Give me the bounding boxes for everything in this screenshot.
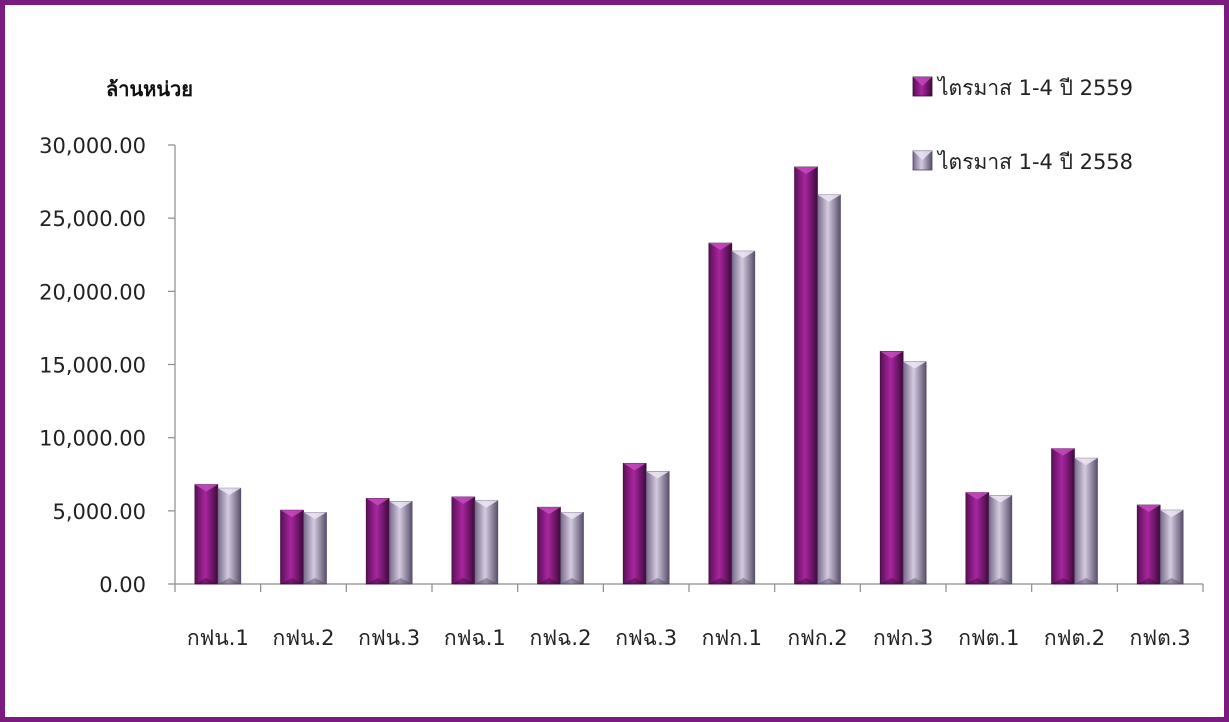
series-2559-bar: [622, 462, 647, 585]
series-2559-bar: [194, 484, 219, 585]
series-2558-bar: [217, 487, 242, 585]
legend-label: ไตรมาส 1-4 ปี 2558: [936, 150, 1133, 174]
series-2558-bar: [560, 511, 584, 585]
labels: 0.00 5,000.00 10,000.00 15,000.00 20,000.00 2…: [39, 77, 1191, 650]
y-tick-label: 0.00: [99, 573, 146, 597]
x-tick-label: กฟต.2: [1044, 626, 1105, 650]
legend-label: ไตรมาส 1-4 ปี 2559: [936, 76, 1133, 100]
series-2558-bar: [1159, 509, 1184, 585]
series-2559-bar: [794, 166, 818, 585]
x-tick-label: กฟต.3: [1130, 626, 1191, 650]
series-2558-bar: [817, 194, 841, 585]
y-tick-label: 5,000.00: [52, 500, 146, 524]
y-axis-title: ล้านหน่วย: [106, 77, 193, 101]
y-tick-label: 10,000.00: [39, 427, 146, 451]
series-2559-bar: [1136, 504, 1161, 585]
series-2558-bar: [731, 250, 756, 585]
x-tick-label: กฟน.1: [187, 626, 249, 650]
series-2558-bar: [474, 500, 499, 585]
x-tick-label: กฟน.2: [273, 626, 335, 650]
series-2558-bar: [1074, 457, 1098, 585]
series-2559-bar: [365, 498, 390, 585]
series-2558-bar: [902, 361, 927, 585]
x-tick-label: กฟน.3: [358, 626, 420, 650]
series-2559-bar: [879, 351, 904, 585]
y-tick-label: 20,000.00: [39, 280, 146, 304]
series-2559-bar: [965, 492, 990, 585]
series-2559-bar: [451, 496, 476, 585]
series-2559-bar: [537, 506, 561, 585]
legend-entry: ไตรมาส 1-4 ปี 2558: [912, 150, 1133, 174]
series-2559-bar: [1051, 448, 1075, 585]
x-tick-label: กฟฉ.1: [444, 626, 506, 650]
series-2558-bar: [645, 471, 670, 585]
axes: [168, 144, 1204, 592]
x-tick-label: กฟก.2: [787, 626, 847, 650]
x-tick-label: กฟต.1: [958, 626, 1019, 650]
bars: [194, 166, 1184, 585]
series-2558-bar: [988, 495, 1013, 585]
y-tick-label: 15,000.00: [39, 354, 146, 378]
series-2559-bar: [708, 242, 733, 585]
x-tick-label: กฟฉ.3: [615, 626, 677, 650]
series-2558-bar: [303, 511, 327, 585]
series-2558-bar: [388, 501, 413, 585]
y-tick-label: 25,000.00: [39, 207, 146, 231]
x-tick-label: กฟก.1: [702, 626, 762, 650]
x-tick-label: กฟฉ.2: [530, 626, 592, 650]
series-2559-bar: [280, 509, 304, 585]
legend-entry: ไตรมาส 1-4 ปี 2559: [912, 76, 1133, 100]
y-tick-label: 30,000.00: [39, 134, 146, 158]
legend: ไตรมาส 1-4 ปี 2559 ไตรมาส 1-4 ปี 2558: [912, 76, 1133, 174]
x-tick-label: กฟก.3: [873, 626, 933, 650]
